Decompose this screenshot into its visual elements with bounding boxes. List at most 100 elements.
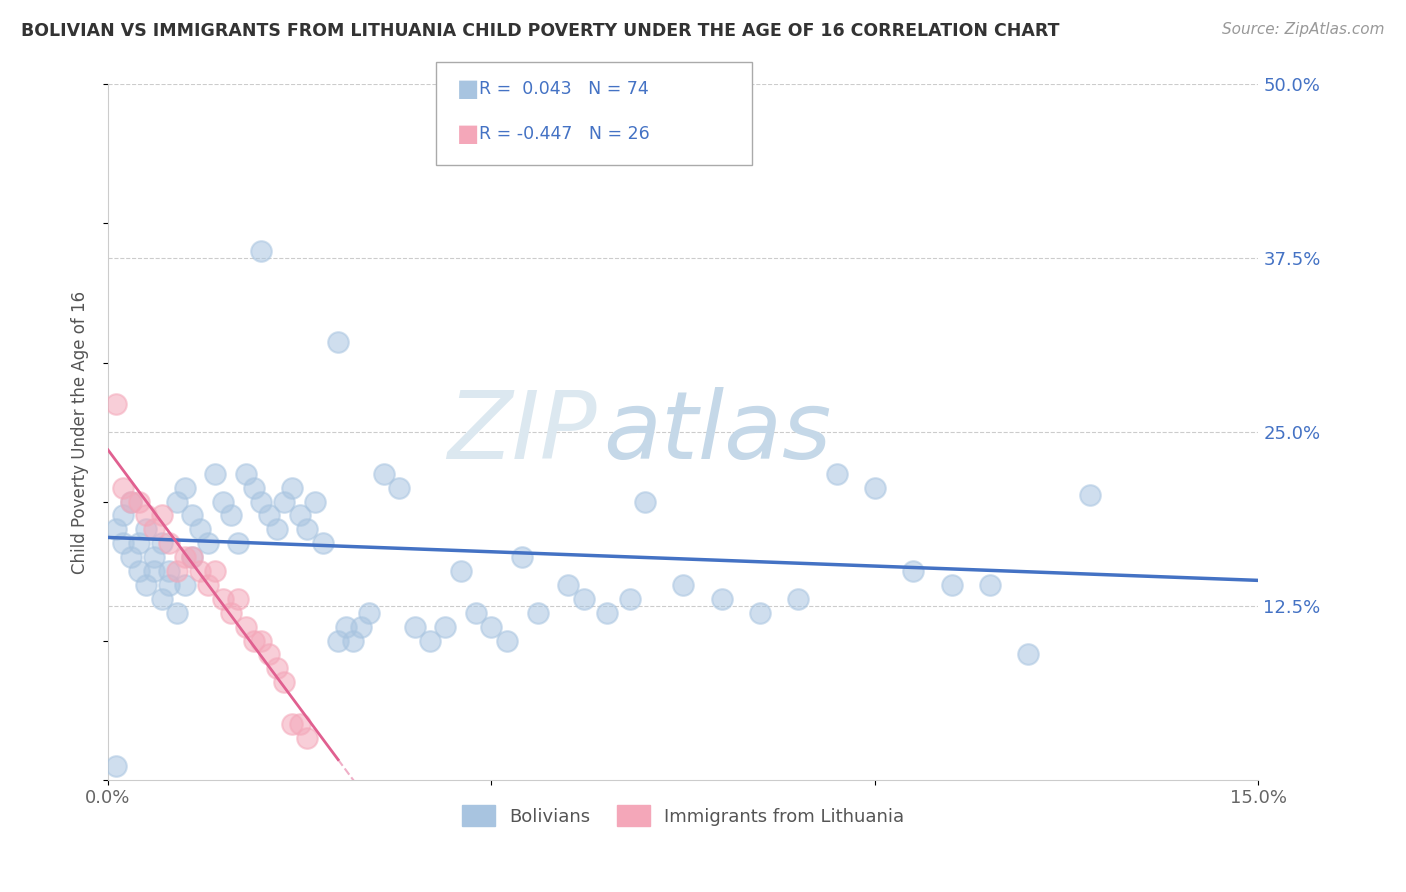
Point: [825, 467, 848, 481]
Point: [288, 717, 311, 731]
Text: ZIP: ZIP: [447, 386, 598, 477]
Text: R =  0.043   N = 74: R = 0.043 N = 74: [479, 80, 650, 98]
Point: [481, 620, 503, 634]
Text: BOLIVIAN VS IMMIGRANTS FROM LITHUANIA CHILD POVERTY UNDER THE AGE OF 16 CORRELAT: BOLIVIAN VS IMMIGRANTS FROM LITHUANIA CH…: [21, 22, 1060, 40]
Point: [357, 606, 380, 620]
Point: [173, 578, 195, 592]
Point: [326, 633, 349, 648]
Point: [104, 758, 127, 772]
Point: [204, 564, 226, 578]
Point: [495, 633, 517, 648]
Point: [120, 494, 142, 508]
Point: [572, 591, 595, 606]
Point: [312, 536, 335, 550]
Point: [342, 633, 364, 648]
Point: [335, 620, 357, 634]
Point: [787, 591, 810, 606]
Point: [748, 606, 770, 620]
Point: [188, 522, 211, 536]
Point: [157, 536, 180, 550]
Point: [672, 578, 695, 592]
Point: [128, 564, 150, 578]
Y-axis label: Child Poverty Under the Age of 16: Child Poverty Under the Age of 16: [72, 291, 89, 574]
Point: [150, 536, 173, 550]
Point: [465, 606, 488, 620]
Point: [212, 494, 235, 508]
Point: [903, 564, 925, 578]
Point: [404, 620, 426, 634]
Point: [250, 244, 273, 259]
Point: [304, 494, 326, 508]
Point: [979, 578, 1001, 592]
Point: [619, 591, 641, 606]
Point: [266, 522, 288, 536]
Point: [450, 564, 472, 578]
Text: ■: ■: [457, 122, 479, 145]
Point: [143, 550, 166, 565]
Point: [128, 536, 150, 550]
Point: [181, 550, 204, 565]
Point: [228, 591, 250, 606]
Point: [166, 606, 188, 620]
Point: [112, 481, 135, 495]
Point: [112, 536, 135, 550]
Point: [150, 508, 173, 523]
Text: Source: ZipAtlas.com: Source: ZipAtlas.com: [1222, 22, 1385, 37]
Point: [135, 578, 157, 592]
Point: [120, 494, 142, 508]
Point: [557, 578, 579, 592]
Text: atlas: atlas: [603, 386, 831, 477]
Text: ■: ■: [457, 78, 479, 101]
Point: [266, 661, 288, 675]
Point: [634, 494, 657, 508]
Point: [350, 620, 373, 634]
Point: [419, 633, 441, 648]
Point: [135, 522, 157, 536]
Point: [212, 591, 235, 606]
Point: [257, 508, 280, 523]
Point: [181, 550, 204, 565]
Point: [143, 522, 166, 536]
Point: [434, 620, 457, 634]
Point: [281, 717, 304, 731]
Legend: Bolivians, Immigrants from Lithuania: Bolivians, Immigrants from Lithuania: [456, 797, 911, 833]
Point: [157, 564, 180, 578]
Point: [112, 508, 135, 523]
Point: [197, 536, 219, 550]
Point: [135, 508, 157, 523]
Point: [104, 522, 127, 536]
Point: [157, 578, 180, 592]
Point: [273, 494, 295, 508]
Point: [219, 508, 242, 523]
Point: [1017, 648, 1039, 662]
Point: [326, 334, 349, 349]
Point: [941, 578, 963, 592]
Point: [235, 467, 257, 481]
Point: [710, 591, 733, 606]
Point: [181, 508, 204, 523]
Point: [150, 591, 173, 606]
Point: [197, 578, 219, 592]
Point: [173, 550, 195, 565]
Point: [863, 481, 886, 495]
Point: [166, 564, 188, 578]
Point: [281, 481, 304, 495]
Point: [104, 397, 127, 411]
Point: [143, 564, 166, 578]
Point: [510, 550, 533, 565]
Point: [188, 564, 211, 578]
Point: [235, 620, 257, 634]
Point: [297, 731, 319, 745]
Point: [242, 633, 264, 648]
Point: [120, 550, 142, 565]
Point: [250, 633, 273, 648]
Point: [488, 147, 510, 161]
Point: [288, 508, 311, 523]
Point: [204, 467, 226, 481]
Point: [297, 522, 319, 536]
Point: [1078, 487, 1101, 501]
Point: [228, 536, 250, 550]
Point: [388, 481, 411, 495]
Point: [128, 494, 150, 508]
Point: [526, 606, 548, 620]
